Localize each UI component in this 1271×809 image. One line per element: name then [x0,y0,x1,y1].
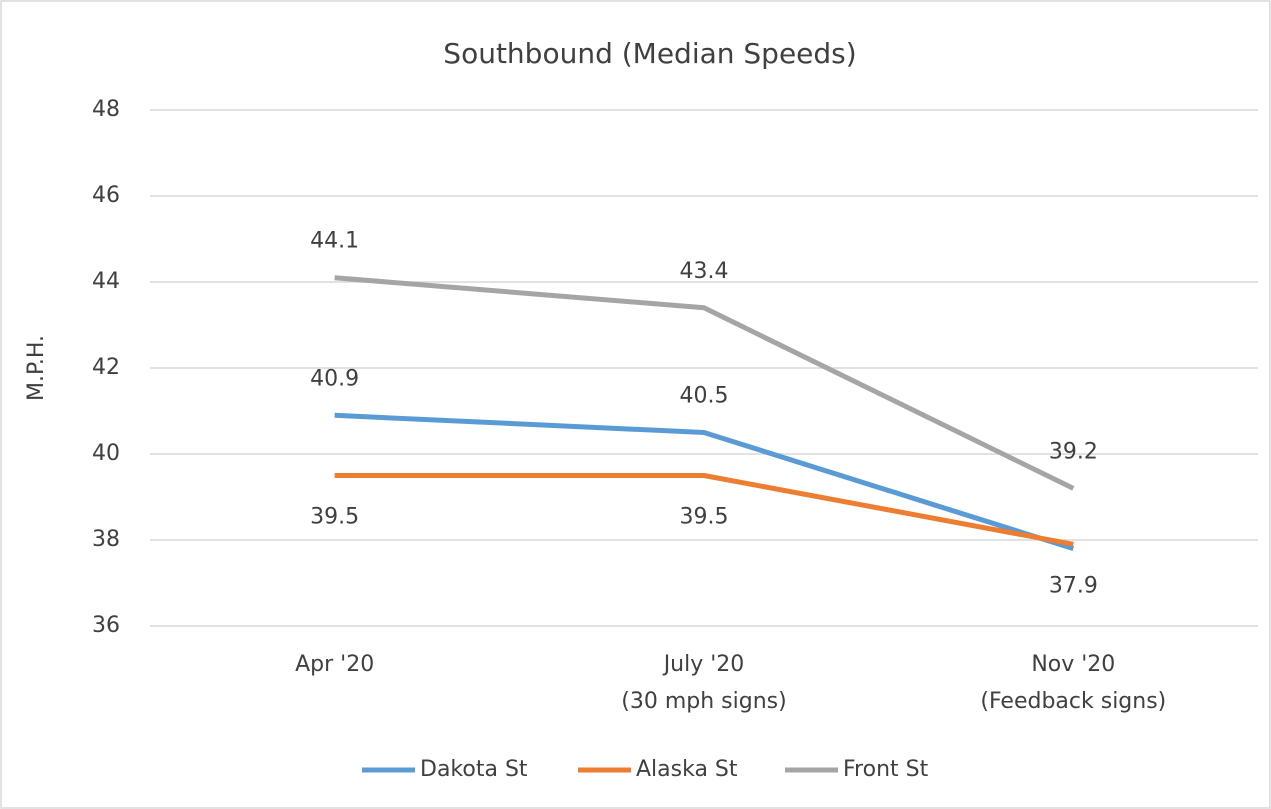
legend-label: Alaska St [636,757,738,782]
data-label: 39.5 [310,505,359,530]
y-tick-label: 46 [92,183,120,208]
series-line [334,275,1075,491]
y-tick-label: 40 [92,441,120,466]
y-tick-label: 48 [92,97,120,122]
data-label: 37.9 [1049,573,1098,598]
y-tick-label: 38 [92,527,120,552]
y-axis-label: M.P.H. [24,335,49,401]
x-tick-label: Apr '20 [295,652,374,677]
legend-label: Front St [843,757,929,782]
data-label: 43.4 [680,259,729,284]
chart-title: Southbound (Median Speeds) [443,37,856,70]
legend-label: Dakota St [420,757,528,782]
data-label: 39.5 [680,505,729,530]
y-tick-label: 42 [92,355,120,380]
x-tick-label: Nov '20 (Feedback signs) [980,652,1166,714]
data-label: 40.9 [310,366,359,391]
y-tick-label: 36 [92,613,120,638]
data-label: 40.5 [680,384,729,409]
data-label: 44.1 [310,229,359,254]
y-tick-label: 44 [92,269,120,294]
x-tick-label: July '20 (30 mph signs) [621,652,786,714]
series-line [334,473,1074,547]
series-line [334,412,1075,551]
data-label: 39.2 [1049,439,1098,464]
